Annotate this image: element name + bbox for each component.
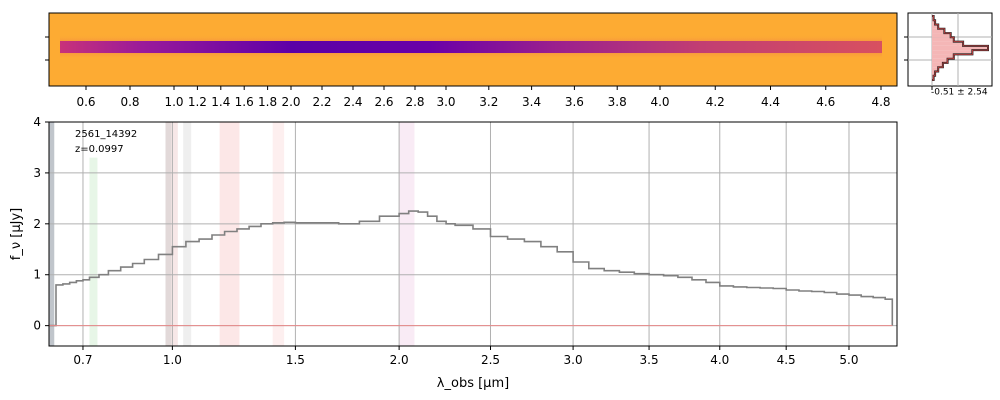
plot-frame bbox=[48, 121, 898, 347]
object-id-label: 2561_14392 bbox=[75, 129, 137, 140]
heatmap-x-ticks: 0.6 0.8 1.0 1.2 1.4 1.6 1.8 2.0 2.2 2.4 2.6 2.8 3.0 3… bbox=[76, 86, 891, 109]
plot-background bbox=[49, 122, 897, 346]
x-tick-label: 1.5 bbox=[286, 353, 305, 367]
series-line-spectrum bbox=[49, 210, 894, 327]
histogram-frame bbox=[907, 12, 993, 87]
heatmap-xtick-label: 1.6 bbox=[235, 95, 254, 109]
heatmap-xtick-label: 4.2 bbox=[706, 95, 725, 109]
heatmap-xtick-label: 3.8 bbox=[608, 95, 627, 109]
heatmap-xtick-label: 3.6 bbox=[565, 95, 584, 109]
histogram-bar bbox=[932, 50, 973, 55]
x-tick-label: 4.0 bbox=[710, 353, 729, 367]
heatmap-xtick-label: 0.8 bbox=[120, 95, 139, 109]
redshift-label: z=0.0997 bbox=[75, 144, 124, 155]
histogram-bar bbox=[932, 33, 951, 38]
heatmap-xtick-label: 2.8 bbox=[405, 95, 424, 109]
histogram-bar bbox=[932, 28, 945, 34]
heatmap-xtick-label: 2.6 bbox=[374, 95, 393, 109]
histogram-bar bbox=[932, 20, 936, 25]
x-tick-label: 1.0 bbox=[163, 353, 182, 367]
line-bands bbox=[49, 122, 415, 346]
line-band bbox=[171, 122, 178, 346]
heatmap-xtick-label: 3.4 bbox=[522, 95, 541, 109]
heatmap-xtick-label: 1.0 bbox=[164, 95, 183, 109]
series bbox=[49, 210, 894, 327]
heatmap-xtick-label: 2.2 bbox=[312, 95, 331, 109]
x-tick-label: 3.5 bbox=[640, 353, 659, 367]
heatmap-xtick-label: 3.0 bbox=[436, 95, 455, 109]
y-axis-ticks: 0 1 2 3 4 bbox=[33, 115, 49, 333]
line-band bbox=[165, 122, 172, 346]
x-tick-label: 4.5 bbox=[777, 353, 796, 367]
histogram-marks bbox=[932, 15, 989, 81]
heatmap-xtick-label: 1.8 bbox=[258, 95, 277, 109]
histogram-bar bbox=[932, 54, 954, 59]
line-band bbox=[89, 157, 98, 346]
histogram-bar bbox=[932, 24, 939, 29]
heatmap-xtick-label: 0.6 bbox=[76, 95, 95, 109]
heatmap-xtick-label: 1.2 bbox=[188, 95, 207, 109]
heatmap-xtick-label: 4.4 bbox=[761, 95, 780, 109]
y-axis-label: f_ν [μJy] bbox=[9, 208, 24, 260]
heatmap-trace bbox=[60, 41, 882, 53]
x-tick-label: 3.0 bbox=[564, 353, 583, 367]
spectrum-1d-panel: 0.7 1.0 1.5 2.0 2.5 3.0 3.5 4.0 4.5 5.0 0 1 2 3 4 256… bbox=[9, 115, 898, 391]
histogram-bar bbox=[932, 71, 936, 76]
histogram-bar bbox=[932, 37, 954, 42]
heatmap-xtick-label: 4.6 bbox=[816, 95, 835, 109]
line-band bbox=[219, 122, 240, 346]
x-tick-label: 2.0 bbox=[390, 353, 409, 367]
line-band bbox=[399, 122, 415, 346]
y-tick-label: 4 bbox=[33, 115, 41, 129]
spectrum-2d-panel: 0.6 0.8 1.0 1.2 1.4 1.6 1.8 2.0 2.2 2.4 2.6 2.8 3.0 3… bbox=[45, 12, 898, 109]
x-axis-ticks: 0.7 1.0 1.5 2.0 2.5 3.0 3.5 4.0 4.5 5.0 bbox=[73, 346, 859, 367]
histogram-bar bbox=[932, 67, 939, 72]
x-axis-label: λ_obs [μm] bbox=[437, 376, 509, 391]
y-tick-label: 3 bbox=[33, 166, 41, 180]
heatmap-xtick-label: 2.4 bbox=[343, 95, 362, 109]
x-tick-label: 5.0 bbox=[839, 353, 858, 367]
y-tick-label: 2 bbox=[33, 217, 41, 231]
histogram-bar bbox=[932, 58, 948, 63]
line-band bbox=[49, 122, 55, 346]
line-band bbox=[272, 122, 285, 346]
histogram-bar bbox=[932, 41, 964, 46]
histogram-outline-inner bbox=[932, 15, 989, 81]
y-tick-label: 0 bbox=[33, 319, 41, 333]
histogram-bar bbox=[932, 62, 943, 68]
x-tick-label: 0.7 bbox=[73, 353, 92, 367]
histogram-bar bbox=[932, 45, 988, 51]
line-band bbox=[183, 122, 192, 346]
heatmap-frame bbox=[48, 12, 898, 87]
x-tick-label: 2.5 bbox=[481, 353, 500, 367]
heatmap-xtick-label: 4.8 bbox=[871, 95, 890, 109]
y-tick-label: 1 bbox=[33, 268, 41, 282]
histogram-annotation: -0.51 ± 2.54 bbox=[931, 88, 988, 98]
histogram-panel: -0.51 ± 2.54 bbox=[904, 12, 993, 98]
heatmap-xtick-label: 2.0 bbox=[281, 95, 300, 109]
heatmap-xtick-label: 3.2 bbox=[479, 95, 498, 109]
heatmap-xtick-label: 4.0 bbox=[650, 95, 669, 109]
heatmap-xtick-label: 1.4 bbox=[211, 95, 230, 109]
